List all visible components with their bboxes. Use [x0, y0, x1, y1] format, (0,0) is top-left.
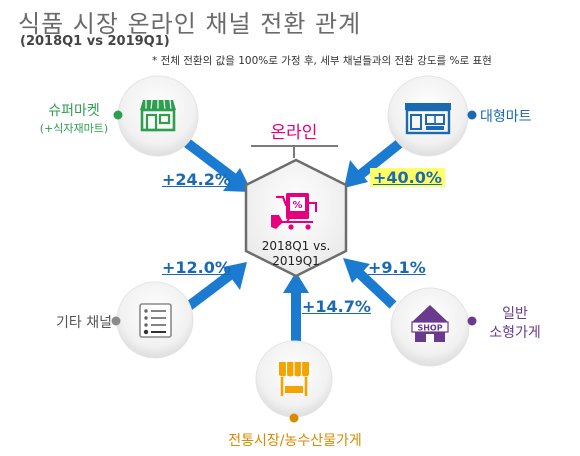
other-dot	[111, 316, 121, 326]
traditional-percent: +14.7%	[302, 297, 371, 316]
shopping-cart-percent-icon: %	[271, 193, 317, 230]
hypermarket-percent: +40.0%	[370, 168, 445, 187]
svg-text:SHOP: SHOP	[417, 324, 442, 333]
storefront-icon	[140, 99, 176, 132]
arrow-hypermarket	[344, 135, 409, 188]
other-percent: +12.0%	[162, 258, 231, 277]
traditional-node	[255, 340, 333, 418]
period-line-2: 2019Q1	[272, 254, 320, 268]
large-store-icon	[405, 103, 451, 135]
other-node	[116, 281, 194, 359]
page-subtitle: (2018Q1 vs 2019Q1)	[20, 34, 170, 49]
traditional-label: 전통시장/농수산물가게	[228, 433, 362, 449]
hypermarket-dot	[467, 110, 477, 120]
online-label-bracket	[251, 145, 338, 158]
supermarket-dot	[113, 110, 123, 120]
traditional-dot	[289, 413, 299, 423]
shop-house-icon: SHOP	[411, 305, 449, 342]
supermarket-percent: +24.2%	[162, 170, 231, 189]
arrow-traditional	[283, 272, 309, 345]
supermarket-node	[117, 75, 199, 157]
supermarket-label: 슈퍼마켓	[48, 103, 100, 119]
list-icon	[139, 303, 172, 338]
page-title: 식품 시장 온라인 채널 전환 관계	[18, 10, 362, 38]
market-stall-icon	[279, 362, 309, 396]
svg-text:%: %	[292, 200, 302, 211]
hypermarket-node	[387, 75, 469, 157]
footnote: * 전체 전환의 값을 100%로 가정 후, 세부 채널들과의 전환 강도를 …	[152, 55, 492, 67]
period-line-1: 2018Q1 vs.	[261, 239, 331, 253]
small-store-dot	[467, 316, 477, 326]
supermarket-sublabel: (+식자재마트)	[39, 122, 109, 135]
other-label: 기타 채널	[56, 315, 112, 331]
small-store-percent: +9.1%	[368, 258, 426, 277]
online-label: 온라인	[270, 123, 318, 143]
arrow-small-store	[343, 258, 397, 309]
small-store-node: SHOP	[390, 287, 470, 367]
hypermarket-label: 대형마트	[480, 109, 532, 125]
small-store-label: 일반	[502, 306, 528, 322]
arrow-other	[181, 262, 247, 313]
small-store-sublabel: 소형가게	[489, 325, 541, 341]
